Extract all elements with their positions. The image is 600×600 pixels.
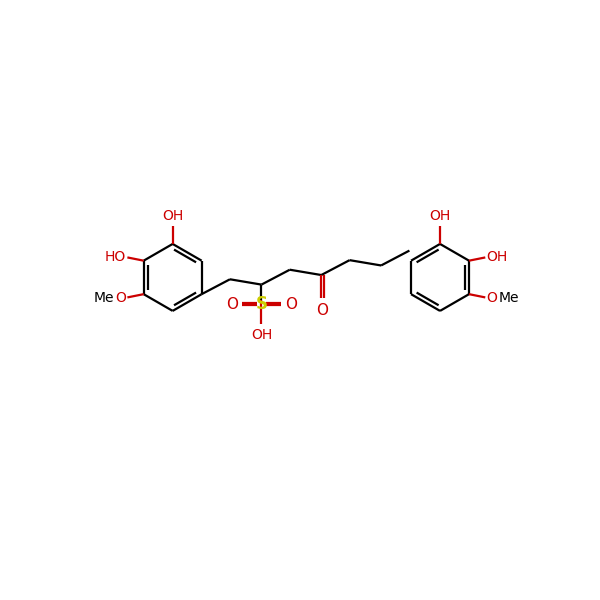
Text: S: S [256, 295, 268, 313]
Text: Me: Me [94, 291, 115, 305]
Text: OH: OH [162, 209, 183, 223]
Text: HO: HO [105, 250, 126, 264]
Text: O: O [115, 291, 126, 305]
Text: OH: OH [430, 209, 451, 223]
Text: Me: Me [499, 291, 519, 305]
Text: O: O [316, 303, 328, 318]
Text: OH: OH [487, 250, 508, 264]
Text: O: O [226, 296, 238, 311]
Text: O: O [487, 291, 497, 305]
Text: O: O [285, 296, 297, 311]
Text: OH: OH [251, 328, 272, 343]
